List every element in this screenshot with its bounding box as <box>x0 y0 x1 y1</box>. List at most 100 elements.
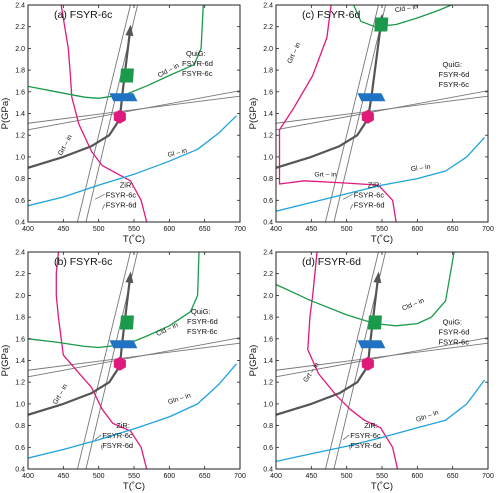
gl-in-label: Gl – in <box>410 164 431 174</box>
series-cld-line <box>28 5 204 99</box>
quig-line-fsyr-6d <box>276 90 488 131</box>
zir-leader <box>342 434 350 441</box>
quig-label-1: FSYR-6d <box>187 317 218 326</box>
x-tick-label: 450 <box>305 226 317 233</box>
zir-label-1: FSYR-6c <box>350 431 381 440</box>
y-tick-label: 1.6 <box>263 89 273 96</box>
zir-label-2: FSYR-6d <box>102 441 133 450</box>
y-tick-label: 2.2 <box>15 271 25 278</box>
zir-label-0: ZiR: <box>368 180 382 189</box>
parallelogram-marker <box>357 340 386 349</box>
quig-label-0: QuiG: <box>186 49 206 58</box>
zir-label-2: FSYR-6d <box>350 441 381 450</box>
pt-path-arrowhead <box>125 24 134 37</box>
y-tick-label: 1.4 <box>15 358 25 365</box>
quig-label-0: QuiG: <box>191 307 211 316</box>
y-tick-label: 1.4 <box>263 111 273 118</box>
y-tick-label: 2.4 <box>263 250 273 257</box>
cld-in-label: Cld – in <box>155 322 179 338</box>
series-gl-line <box>28 115 237 207</box>
parallelogram-marker <box>357 93 386 102</box>
x-tick-label: 600 <box>163 473 175 480</box>
quig-label-1: FSYR-6d <box>182 59 213 68</box>
plot-area <box>28 5 240 222</box>
zir-label-0: ZiR: <box>364 421 378 430</box>
x-tick-label: 450 <box>57 226 69 233</box>
y-tick-label: 1.0 <box>263 154 273 161</box>
y-tick-label: 2.4 <box>15 3 25 10</box>
quig-label-2: FSYR-6c <box>439 80 470 89</box>
zir-leader-2 <box>101 204 106 210</box>
panel-title: (c) FSYR-6d <box>302 9 361 21</box>
series-gl-line <box>276 136 485 212</box>
y-tick-label: 1.6 <box>15 89 25 96</box>
zir-label-0: ZiR: <box>116 421 130 430</box>
y-tick-label: 0.4 <box>15 467 25 474</box>
x-tick-label: 700 <box>482 473 494 480</box>
series-grt-line <box>60 5 148 222</box>
y-tick-label: 1.0 <box>15 401 25 408</box>
y-tick-label: 1.2 <box>15 380 25 387</box>
y-axis-label: P(GPa) <box>0 345 11 377</box>
y-axis-label: P(GPa) <box>248 98 259 130</box>
pt-path-arrowhead <box>373 271 382 284</box>
cld-in-label: Cld – in <box>401 297 425 312</box>
x-tick-label: 650 <box>447 473 459 480</box>
hexagon-marker <box>113 109 126 124</box>
cld-in-label: Cld – in <box>157 62 181 79</box>
x-tick-label: 700 <box>482 226 494 233</box>
plot-area <box>28 252 240 469</box>
panel-d: 400 450 500 550 600 650 700 0.4 0.6 0.8 1.0 1.2 1.4 1… <box>248 250 494 493</box>
y-tick-label: 2.2 <box>15 24 25 31</box>
grt-in-label: Grt – in <box>287 41 303 64</box>
series-cld-line <box>276 252 455 327</box>
quig-line-fsyr-6c <box>28 95 240 124</box>
square-marker <box>119 315 134 330</box>
series-cld-line <box>28 252 200 349</box>
zir-line-fsyr-6d <box>333 5 386 222</box>
quig-line-fsyr-6c <box>276 95 488 124</box>
zir-leader-2 <box>349 204 354 210</box>
zir-label-1: FSYR-6c <box>106 190 137 199</box>
y-tick-label: 1.2 <box>15 133 25 140</box>
x-tick-label: 600 <box>411 473 423 480</box>
x-tick-label: 500 <box>93 226 105 233</box>
y-tick-label: 0.4 <box>263 220 273 227</box>
plot-area <box>276 252 488 469</box>
quig-line-fsyr-6d <box>28 90 240 131</box>
x-axis-label: T(˚C) <box>371 234 393 245</box>
series-gln-line <box>28 363 237 459</box>
gl-in-label: Gln – in <box>415 409 440 424</box>
y-tick-label: 0.6 <box>263 198 273 205</box>
parallelogram-marker <box>109 340 138 349</box>
quig-line-fsyr-6c <box>276 342 488 371</box>
y-tick-label: 0.8 <box>15 423 25 430</box>
x-tick-label: 450 <box>305 473 317 480</box>
y-tick-label: 0.4 <box>15 220 25 227</box>
y-axis-label: P(GPa) <box>0 98 11 130</box>
y-tick-label: 0.8 <box>263 423 273 430</box>
y-tick-label: 1.8 <box>263 315 273 322</box>
x-tick-label: 600 <box>411 226 423 233</box>
panel-title: (d) FSYR-6d <box>302 256 361 268</box>
x-tick-label: 700 <box>234 473 246 480</box>
x-tick-label: 500 <box>341 473 353 480</box>
y-tick-label: 2.2 <box>263 24 273 31</box>
y-tick-label: 1.8 <box>15 68 25 75</box>
y-tick-label: 0.6 <box>15 198 25 205</box>
y-tick-label: 1.4 <box>263 358 273 365</box>
x-tick-label: 550 <box>376 473 388 480</box>
panel-c: 400 450 500 550 600 650 700 0.4 0.6 0.8 1.0 1.2 1.4 1… <box>248 3 494 246</box>
y-tick-label: 2.4 <box>15 250 25 257</box>
x-tick-label: 400 <box>270 473 282 480</box>
series-grt-line <box>307 252 399 469</box>
x-tick-label: 500 <box>341 226 353 233</box>
pt-path-line <box>276 15 384 169</box>
series-grt-line <box>55 252 148 469</box>
y-tick-label: 2.0 <box>15 293 25 300</box>
x-tick-label: 400 <box>22 473 34 480</box>
zir-leader-2 <box>348 444 351 450</box>
square-marker <box>119 68 134 83</box>
x-axis-label: T(˚C) <box>123 481 145 492</box>
x-tick-label: 450 <box>57 473 69 480</box>
